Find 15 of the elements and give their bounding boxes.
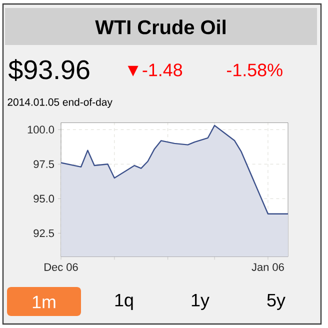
x-tick-label: Jan 06 [252, 263, 284, 271]
chart-title: WTI Crude Oil [95, 20, 226, 34]
text: 2014.01.05 end-of-day [8, 98, 112, 108]
text: 1y [192, 294, 210, 310]
y-tick-label: 100.0 [28, 126, 54, 134]
text: ▼-1.48 [128, 64, 182, 76]
text: -1.58% [226, 64, 282, 76]
y-tick-label: 97.5 [34, 160, 54, 168]
text: 5y [267, 294, 286, 310]
text: 1m [32, 296, 56, 308]
text: 1q [115, 294, 133, 310]
text: $93.96 [8, 59, 90, 81]
x-tick-label: Dec 06 [44, 263, 78, 271]
y-tick-label: 92.5 [34, 229, 54, 238]
y-tick-label: 95.0 [34, 194, 54, 203]
